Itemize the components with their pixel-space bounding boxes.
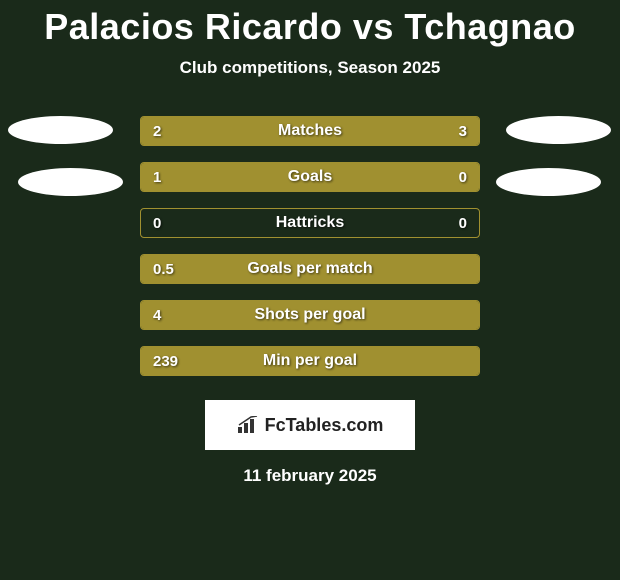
stat-value-left: 0 [153, 209, 161, 237]
stat-label: Hattricks [141, 209, 479, 237]
logo-box: FcTables.com [205, 400, 415, 450]
player-photo-placeholder [18, 168, 123, 196]
bar-left-fill [141, 255, 479, 283]
bar-left-fill [141, 301, 479, 329]
bar-right-fill [405, 163, 479, 191]
stat-row: Shots per goal4 [140, 300, 480, 330]
stat-bar: Shots per goal4 [140, 300, 480, 330]
bar-left-fill [141, 117, 276, 145]
stat-value-right: 0 [459, 209, 467, 237]
stat-row: Matches23 [140, 116, 480, 146]
comparison-chart: Matches23 Goals10 Hattricks0 0 Goals per mat… [0, 116, 620, 376]
page-title: Palacios Ricardo vs Tchagnao [0, 0, 620, 48]
stat-bar: Goals per match0.5 [140, 254, 480, 284]
stat-row: Goals10 [140, 162, 480, 192]
player-photo-placeholder [496, 168, 601, 196]
bar-left-fill [141, 163, 405, 191]
stat-bar: Goals10 [140, 162, 480, 192]
player-photo-placeholder [8, 116, 113, 144]
player-photo-placeholder [506, 116, 611, 144]
stat-row: Hattricks0 0 [140, 208, 480, 238]
stat-bar: Hattricks0 0 [140, 208, 480, 238]
bar-left-fill [141, 347, 479, 375]
stat-bar: Min per goal239 [140, 346, 480, 376]
bar-right-fill [276, 117, 479, 145]
subtitle: Club competitions, Season 2025 [0, 58, 620, 78]
stat-row: Goals per match0.5 [140, 254, 480, 284]
stat-bar: Matches23 [140, 116, 480, 146]
chart-icon [237, 416, 259, 434]
date-text: 11 february 2025 [0, 466, 620, 486]
stat-row: Min per goal239 [140, 346, 480, 376]
logo-text: FcTables.com [265, 415, 384, 436]
